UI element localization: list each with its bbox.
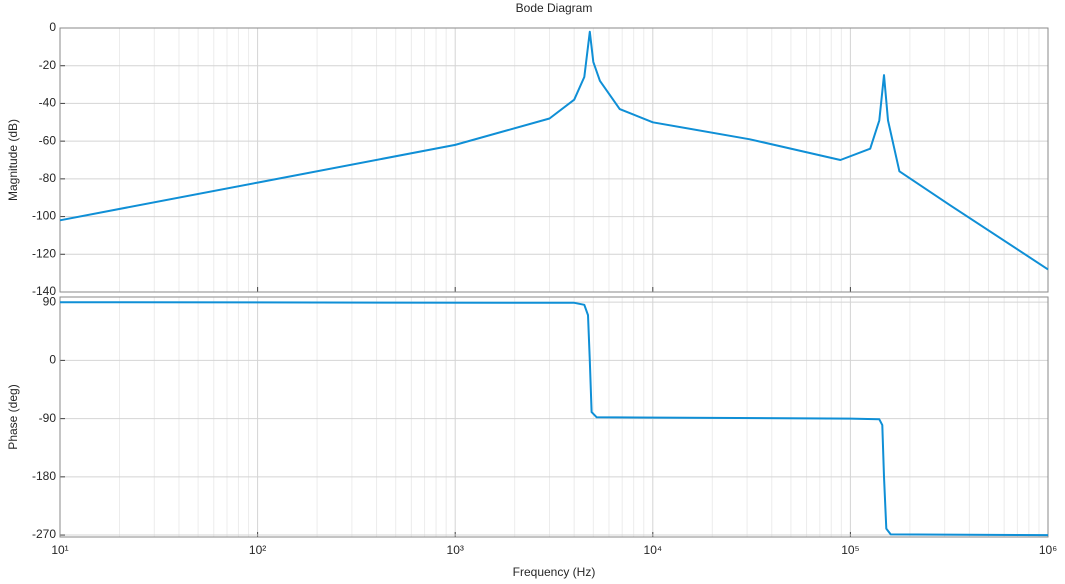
x-tick-label: 10⁵: [841, 543, 859, 557]
y-tick-label: -90: [39, 411, 57, 425]
line: [59, 301, 1049, 537]
y-tick-label: -120: [32, 246, 56, 260]
plot-area: [60, 297, 1048, 537]
x-tick-label: 10²: [249, 543, 266, 557]
y-tick-label: -180: [32, 469, 56, 483]
y-tick-label: 0: [49, 353, 56, 367]
plot-area: [60, 28, 1048, 292]
y-tick-label: -60: [39, 133, 57, 147]
x-tick-label: 10³: [447, 543, 464, 557]
y-tick-label: -80: [39, 171, 57, 185]
y-tick-label: 90: [43, 294, 57, 308]
y-tick-label: 0: [49, 20, 56, 34]
line: [59, 30, 1049, 271]
y-axis-label: Magnitude (dB): [6, 119, 20, 201]
plot-border: [59, 27, 1049, 293]
plot-border: [59, 296, 1049, 538]
y-tick-label: -40: [39, 96, 57, 110]
x-axis-label: Frequency (Hz): [513, 565, 596, 579]
x-tick-label: 10⁶: [1039, 543, 1057, 557]
y-tick-label: -140: [32, 284, 56, 298]
y-tick-label: -20: [39, 58, 57, 72]
y-tick-label: -100: [32, 209, 56, 223]
chart-title: Bode Diagram: [516, 1, 593, 15]
x-tick-label: 10⁴: [644, 543, 663, 557]
x-tick-label: 10¹: [51, 543, 68, 557]
y-axis-label: Phase (deg): [6, 384, 20, 449]
y-tick-label: -270: [32, 527, 56, 541]
